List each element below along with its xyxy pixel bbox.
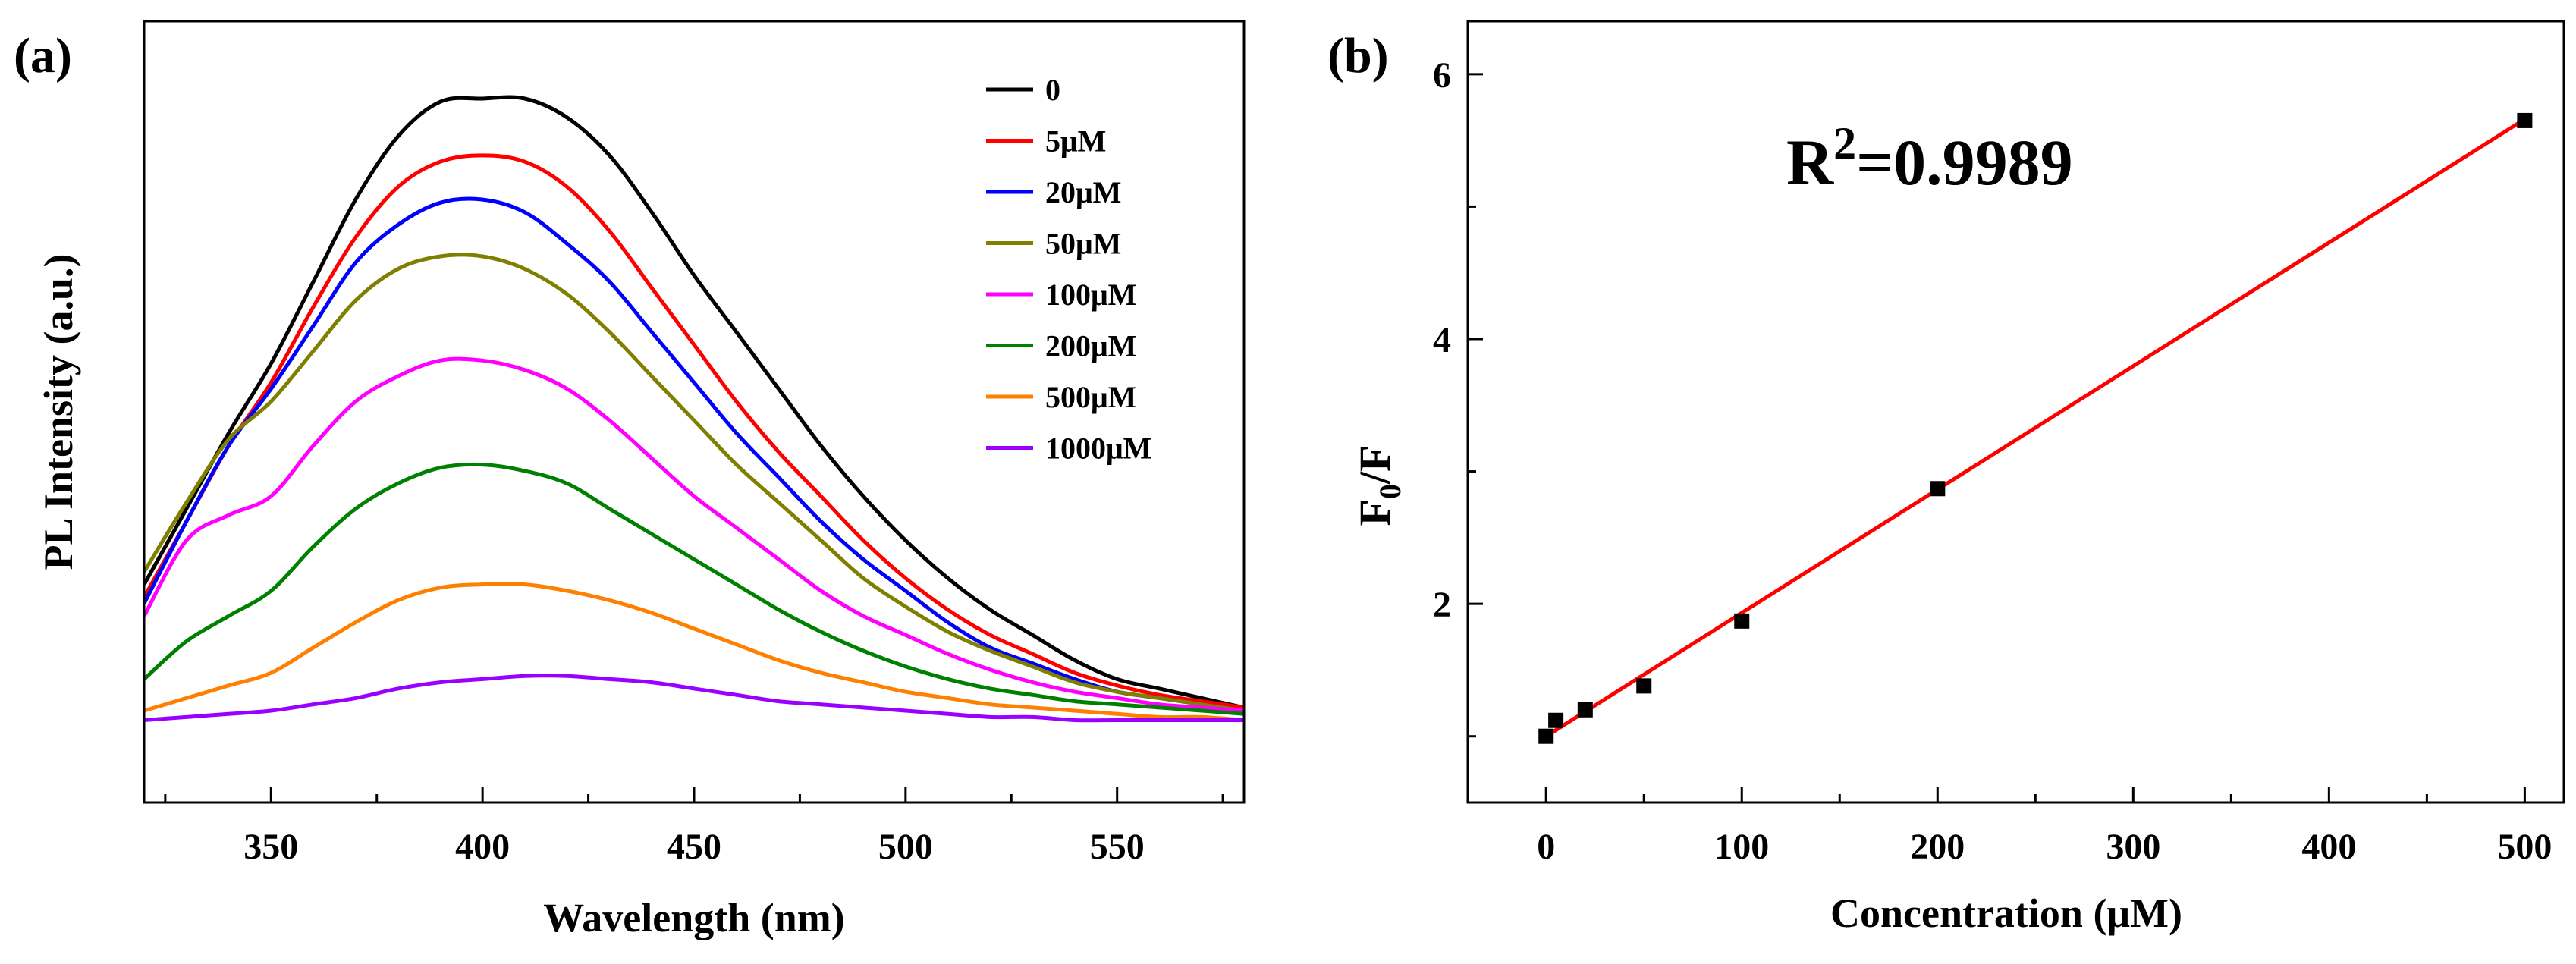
legend-label-6: 500μM [1045, 380, 1136, 414]
series-line-0 [142, 95, 1245, 710]
panel-a-y-axis-label: PL Intensity (a.u.) [36, 253, 81, 570]
panel-b: (b) 0 100 200 300 400 500 246 R2=0.9989 Conce… [1327, 20, 2565, 936]
x-tick-label: 0 [1537, 827, 1555, 867]
panel-b-label: (b) [1327, 28, 1389, 83]
series-line-1 [142, 153, 1245, 710]
x-tick-label: 200 [1910, 827, 1965, 867]
y-tick-label: 6 [1433, 55, 1451, 96]
x-tick-label: 450 [667, 827, 721, 867]
x-tick-label: 400 [455, 827, 510, 867]
data-point-3 [1636, 678, 1652, 694]
panel-b-fit-line [1544, 118, 2526, 738]
linear-fit-line [1544, 118, 2526, 738]
ylabel-main: F [1350, 499, 1400, 526]
series-line-7 [143, 674, 1244, 723]
annotation-superscript: 2 [1833, 118, 1856, 168]
series-line-4 [142, 356, 1245, 713]
x-tick-label: 500 [878, 827, 933, 867]
panel-a-legend: 0 5μM 20μM 50μM 100μM 200μM 500μM 1000μM [986, 73, 1151, 466]
panel-a-label: (a) [14, 28, 72, 83]
panel-a-series-lines [142, 95, 1245, 723]
series-line-2 [142, 196, 1245, 713]
x-tick-label: 350 [243, 827, 298, 867]
y-tick-label: 2 [1433, 585, 1451, 625]
ylabel-subscript: 0 [1373, 484, 1407, 499]
data-point-1 [1548, 712, 1564, 728]
panel-b-x-ticks: 0 100 200 300 400 500 [1537, 787, 2552, 867]
legend-label-1: 5μM [1045, 124, 1106, 159]
panel-b-y-ticks: 2 4 6 [1433, 55, 1483, 738]
legend-label-3: 50μM [1045, 227, 1121, 261]
y-tick-label: 4 [1433, 320, 1451, 360]
series-line-5 [143, 462, 1245, 716]
legend-label-0: 0 [1045, 73, 1060, 107]
panel-b-plot-frame [1466, 20, 2565, 804]
data-point-4 [1734, 613, 1750, 629]
ylabel-rest: /F [1350, 445, 1400, 485]
panel-b-x-axis-label: Concentration (μM) [1830, 890, 2182, 936]
legend-label-2: 20μM [1045, 175, 1121, 209]
legend-label-5: 200μM [1045, 329, 1136, 363]
x-tick-label: 100 [1714, 827, 1769, 867]
panel-b-y-axis-label: F0/F [1350, 445, 1407, 526]
panel-b-annotation: R2=0.9989 [1786, 118, 2073, 199]
x-tick-label: 500 [2497, 827, 2552, 867]
data-point-6 [2517, 112, 2533, 128]
x-tick-label: 300 [2106, 827, 2160, 867]
data-point-5 [1930, 481, 1946, 497]
panel-a: (a) 350 400 450 500 550 0 5μM 20μM 50μM 100μM 200… [14, 20, 1246, 940]
series-line-6 [143, 582, 1245, 722]
panel-a-x-ticks: 350 400 450 500 550 [164, 787, 1224, 867]
x-tick-label: 550 [1090, 827, 1145, 867]
series-line-3 [142, 253, 1245, 713]
data-point-2 [1577, 702, 1593, 718]
data-point-0 [1538, 728, 1554, 744]
annotation-rest: =0.9989 [1856, 126, 2073, 199]
legend-label-7: 1000μM [1045, 432, 1151, 466]
legend-label-4: 100μM [1045, 278, 1136, 312]
panel-b-data-points [1538, 112, 2533, 744]
x-tick-label: 400 [2301, 827, 2356, 867]
panel-a-x-axis-label: Wavelength (nm) [543, 895, 845, 940]
annotation-main: R [1786, 126, 1834, 199]
